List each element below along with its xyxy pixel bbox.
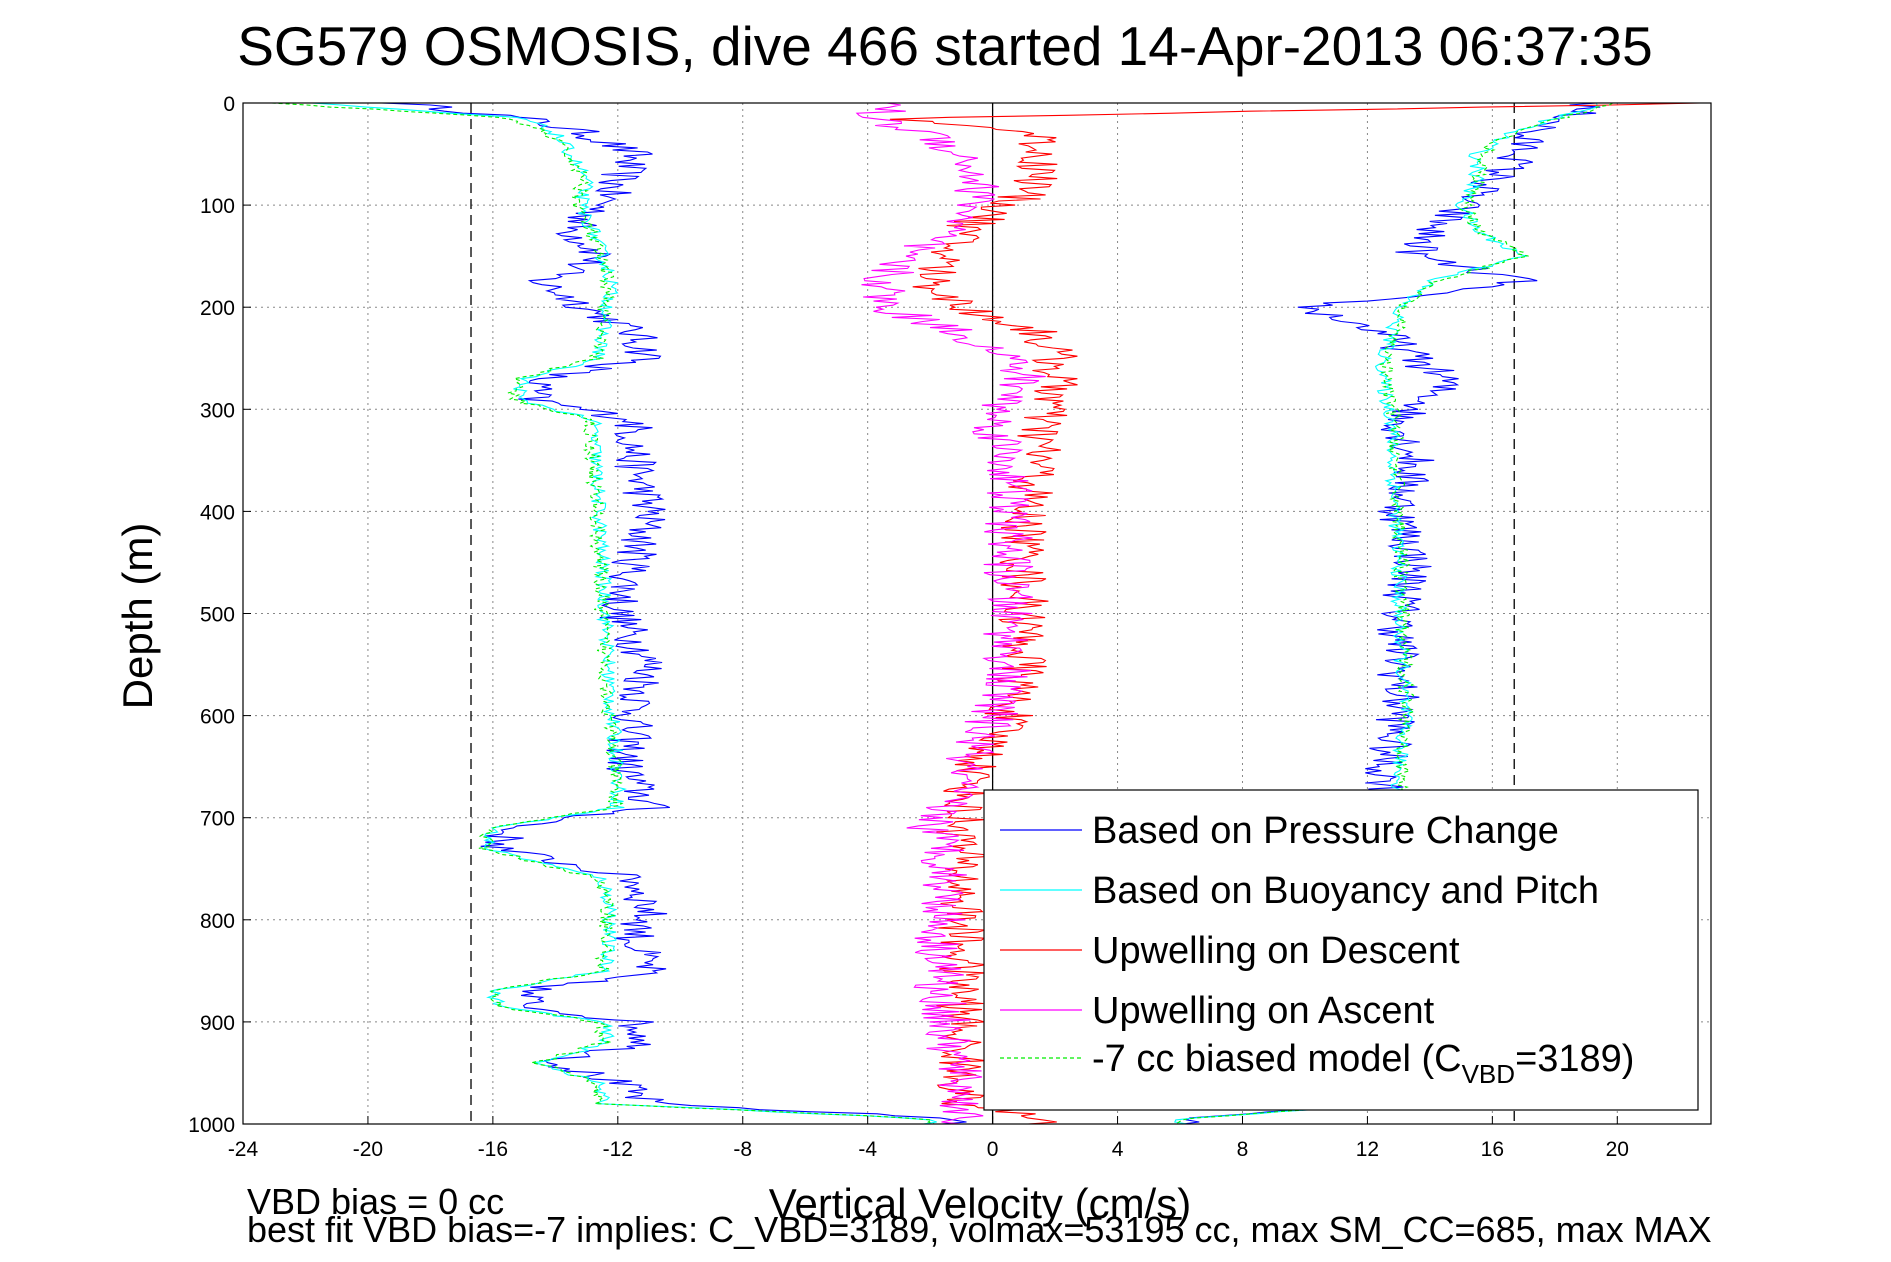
y-axis-label: Depth (m) [114,523,161,710]
x-tick-label: 16 [1481,1138,1504,1161]
x-tick-label: -24 [228,1138,259,1161]
legend-label-subscript: VBD [1462,1059,1515,1089]
series-line [311,102,937,1125]
x-axis-ticks: -24 -20 -16 -12 -8 -4 0 4 8 12 16 20 [228,1116,1629,1161]
y-tick-label: 700 [200,808,235,831]
legend-label: Upwelling on Ascent [1092,990,1435,1032]
legend-label: Based on Buoyancy and Pitch [1092,870,1599,912]
y-tick-label: 1000 [188,1114,235,1137]
x-axis-label: Vertical Velocity (cm/s) [769,1180,1191,1227]
y-tick-label: 100 [200,195,235,218]
y-tick-label: 200 [200,297,235,320]
legend-label: Based on Pressure Change [1092,810,1559,852]
series-line [271,102,935,1125]
x-tick-label: -8 [733,1138,752,1161]
x-tick-label: 12 [1356,1138,1379,1161]
x-tick-label: -4 [858,1138,877,1161]
footer-fit-text: best fit VBD bias=-7 implies: C_VBD=3189… [247,1209,1712,1250]
series-line [855,102,1046,1125]
y-tick-label: 600 [200,706,235,729]
x-tick-label: -16 [478,1138,508,1161]
legend-box [983,789,1699,1111]
chart-title: SG579 OSMOSIS, dive 466 started 14-Apr-2… [237,15,1653,77]
y-tick-label: 800 [200,910,235,933]
x-tick-label: -20 [353,1138,383,1161]
series-layer [271,102,1700,1125]
series-line [889,102,1700,1125]
x-tick-label: 0 [987,1138,999,1161]
legend-label: Upwelling on Descent [1092,930,1460,972]
y-tick-label: 400 [200,501,235,524]
y-tick-label: 500 [200,604,235,627]
y-axis-ticks: 0 100 200 300 400 500 600 700 800 900 1000 [188,93,251,1137]
x-tick-label: -12 [603,1138,633,1161]
y-tick-label: 900 [200,1012,235,1035]
legend: Based on Pressure Change Based on Buoyanc… [983,789,1699,1111]
y-tick-label: 0 [223,93,235,116]
x-tick-label: 4 [1112,1138,1124,1161]
x-tick-label: 8 [1237,1138,1249,1161]
legend-label-suffix: =3189) [1515,1038,1634,1080]
x-tick-label: 20 [1606,1138,1629,1161]
series-line [381,102,967,1125]
footer-bias-text: VBD bias = 0 cc [247,1181,504,1222]
y-tick-label: 300 [200,399,235,422]
